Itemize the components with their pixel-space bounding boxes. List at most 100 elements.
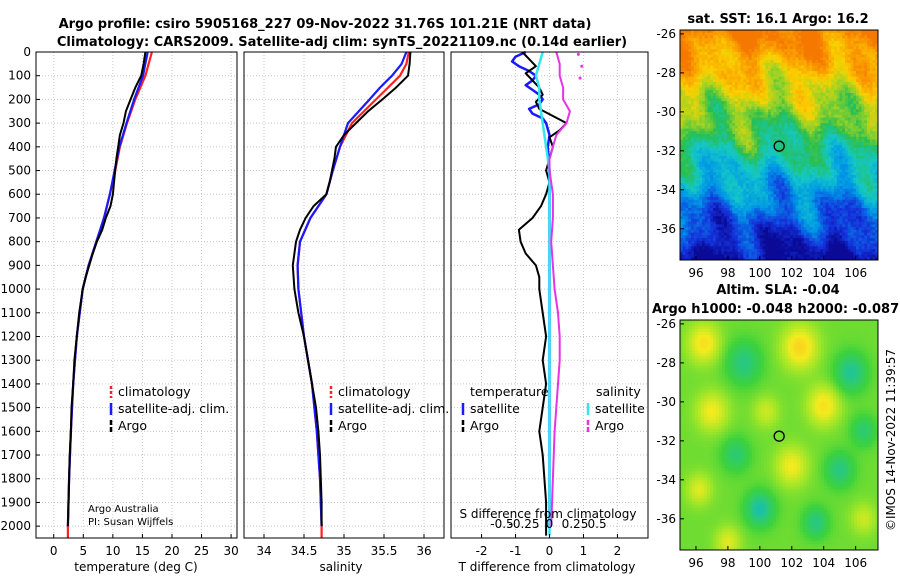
map-cell [820,161,824,165]
map-cell [817,191,821,195]
map-cell [748,131,752,135]
map-cell [746,101,750,105]
map-cell [757,131,761,135]
map-cell [715,90,719,94]
map-cell [812,205,816,209]
map-cell [864,150,868,154]
map-cell [831,188,835,192]
map-cell [765,57,769,61]
map-cell [762,139,766,143]
map-cell [872,131,876,135]
map-cell [748,164,752,168]
map-cell [713,92,717,97]
map-cell [751,128,755,132]
map-cell [784,117,788,121]
map-cell [834,147,838,151]
map-cell [787,40,791,45]
map-cell [867,87,871,91]
map-cell [792,197,796,201]
map-cell [765,153,769,157]
map-cell [715,131,719,135]
map-cell [801,142,805,146]
map-cell [768,68,772,72]
map-cell [850,38,854,42]
map-cell [809,134,813,138]
map-cell [691,147,695,151]
map-cell [688,114,692,119]
map-cell [718,197,722,201]
map-cell [795,71,799,75]
map-cell [842,197,846,201]
map-cell [861,131,865,135]
map-cell [875,202,879,206]
map-cell [746,188,750,192]
map-cell [748,205,752,209]
map-cell [696,82,700,86]
map-cell [685,68,689,72]
map-cell [713,82,717,86]
map-cell [853,32,857,36]
map-cell [861,205,865,209]
map-cell [759,155,763,160]
map-cell [718,205,722,209]
map-cell [707,51,711,56]
map-cell [699,101,703,105]
map-cell [691,60,695,64]
map-cell [762,177,766,181]
map-cell [781,207,785,212]
map-cell [765,68,769,72]
map-cell [743,82,747,86]
map-cell [746,68,750,72]
map-cell [748,123,752,127]
map-cell [718,164,722,168]
map-cell [688,82,692,86]
map-cell [699,68,703,72]
map-cell [729,128,733,132]
map-cell [773,172,777,176]
map-cell [872,150,876,154]
map-cell [850,166,854,171]
map-cell [707,90,711,94]
map-cell [779,30,783,34]
map-cell [710,145,714,149]
map-cell [787,169,791,173]
map-cell [831,120,835,124]
map-cell [858,166,862,171]
map-cell [715,199,719,203]
map-cell [735,153,739,157]
map-cell [825,199,829,203]
map-cell [721,43,725,47]
map-cell [685,73,689,77]
map-cell [746,49,750,53]
map-cell [707,32,711,36]
map-cell [721,98,725,102]
map-cell [812,128,816,132]
map-cell [702,202,706,206]
map-cell [801,166,805,171]
map-cell [795,180,799,184]
map-cell [735,139,739,143]
map-cell [825,188,829,192]
map-cell [839,95,843,99]
map-cell [809,106,813,110]
map-cell [798,197,802,201]
map-cell [762,191,766,195]
map-cell [850,90,854,94]
map-cell [691,183,695,187]
map-cell [704,117,708,121]
map-cell [691,114,695,119]
map-cell [754,150,758,154]
map-cell [751,62,755,66]
map-cell [776,35,780,39]
map-cell [834,139,838,143]
map-cell [842,98,846,102]
difference-plot-lines [510,50,584,536]
map-cell [757,194,761,198]
map-cell [875,71,879,75]
map-cell [853,197,857,201]
map-cell [732,117,736,121]
map-cell [812,114,816,119]
map-cell [781,139,785,143]
map-cell [759,35,763,39]
map-cell [732,169,736,173]
